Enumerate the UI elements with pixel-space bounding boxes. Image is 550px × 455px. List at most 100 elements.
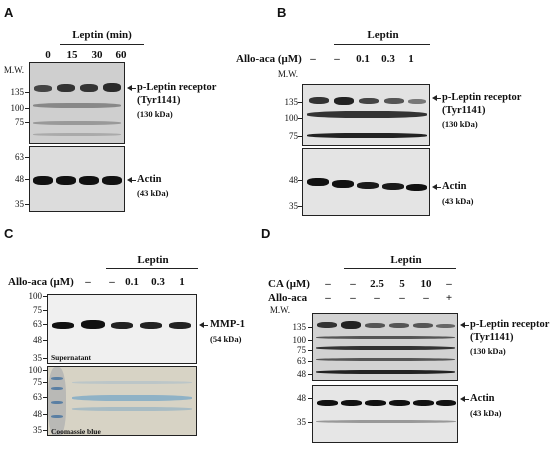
blot-band xyxy=(309,97,329,104)
panel-d-top-size: (130 kDa) xyxy=(470,346,506,356)
blot-band xyxy=(316,370,455,374)
panel-c-drug-value: 0.3 xyxy=(151,276,165,288)
blot-band xyxy=(365,400,386,406)
panel-b-drug-label: Allo-aca (μM) xyxy=(236,53,302,65)
marker-tick xyxy=(43,414,47,415)
marker-tick xyxy=(43,324,47,325)
arrow-line xyxy=(464,325,469,326)
panel-c-marker: 63 xyxy=(33,392,42,402)
panel-c-drug-value: – xyxy=(85,276,91,288)
blot-band xyxy=(79,176,99,185)
blot-band xyxy=(408,99,426,104)
panel-a-top-site: (Tyr1141) xyxy=(137,95,181,106)
blot-band xyxy=(140,322,162,329)
panel-b-top-size: (130 kDa) xyxy=(442,119,478,129)
marker-tick xyxy=(25,179,29,180)
arrow-line xyxy=(464,399,469,400)
marker-tick xyxy=(308,374,312,375)
panel-d-drug2-value: + xyxy=(445,292,453,304)
marker-tick xyxy=(25,157,29,158)
blot-band xyxy=(307,111,427,118)
arrow-icon xyxy=(127,177,132,183)
blot-band xyxy=(334,97,354,105)
panel-d-top-site: (Tyr1141) xyxy=(470,332,514,343)
arrow-line xyxy=(131,180,136,181)
blot-band xyxy=(382,183,404,190)
arrow-icon xyxy=(432,95,437,101)
blot-band xyxy=(341,321,361,329)
panel-c-marker: 100 xyxy=(28,291,43,301)
blot-band xyxy=(316,336,455,339)
blot-band xyxy=(413,400,434,406)
panel-b-bottom-blot xyxy=(302,148,430,216)
panel-b-marker: 75 xyxy=(289,131,298,141)
panel-b-treatment-underline xyxy=(334,44,430,45)
marker-tick xyxy=(298,206,302,207)
panel-c-top-inset: Supernatant xyxy=(51,353,92,362)
panel-d-drug1-value: – xyxy=(350,278,356,290)
marker-tick xyxy=(43,310,47,311)
panel-d-marker: 35 xyxy=(297,417,306,427)
arrow-line xyxy=(203,325,208,326)
panel-b-drug-value: 1 xyxy=(408,53,414,65)
blot-band xyxy=(72,407,192,411)
panel-a-marker: 63 xyxy=(15,152,24,162)
panel-c-drug-value: – xyxy=(109,276,115,288)
marker-tick xyxy=(298,136,302,137)
marker-tick xyxy=(43,358,47,359)
panel-b-drug-value: 0.3 xyxy=(381,53,395,65)
blot-band xyxy=(34,85,52,92)
panel-d-drug1-value: 2.5 xyxy=(370,278,384,290)
blot-band xyxy=(436,324,455,328)
panel-d-drug1-label: CA (μM) xyxy=(268,278,310,290)
panel-c-bottom-blot: Coomassie blue xyxy=(47,366,197,436)
arrow-icon xyxy=(460,322,465,328)
blot-band xyxy=(436,400,456,406)
blot-band xyxy=(316,420,456,423)
blot-band xyxy=(359,98,379,104)
panel-a-top-target: p-Leptin receptor xyxy=(137,82,217,93)
marker-tick xyxy=(298,102,302,103)
panel-b-bottom-size: (43 kDa) xyxy=(442,196,474,206)
panel-c-marker: 63 xyxy=(33,319,42,329)
blot-band xyxy=(81,320,105,329)
panel-b-treatment-label: Leptin xyxy=(367,29,399,41)
panel-a-bottom-target: Actin xyxy=(137,174,162,185)
panel-a-lane-label: 30 xyxy=(91,49,103,61)
panel-c-marker: 75 xyxy=(33,377,42,387)
panel-c-drug-label: Allo-aca (μM) xyxy=(8,276,74,288)
blot-band xyxy=(365,323,385,328)
panel-d-bottom-target: Actin xyxy=(470,393,495,404)
panel-a-bottom-blot xyxy=(29,146,125,212)
panel-c-bottom-inset: Coomassie blue xyxy=(51,427,101,436)
marker-tick xyxy=(43,340,47,341)
panel-c-marker: 48 xyxy=(33,409,42,419)
blot-band xyxy=(384,98,404,104)
panel-c-treatment-underline xyxy=(106,268,198,269)
marker-tick xyxy=(308,350,312,351)
blot-band xyxy=(357,182,379,189)
blot-band xyxy=(80,84,98,92)
marker-tick xyxy=(43,430,47,431)
marker-tick xyxy=(43,397,47,398)
panel-d-marker: 48 xyxy=(297,393,306,403)
panel-c-marker: 75 xyxy=(33,305,42,315)
marker-tick xyxy=(43,370,47,371)
panel-d-drug1-value: 5 xyxy=(399,278,405,290)
panel-b-drug-value: 0.1 xyxy=(356,53,370,65)
panel-b-drug-value: – xyxy=(334,53,340,65)
blot-band xyxy=(169,322,191,329)
marker-tick xyxy=(298,180,302,181)
panel-a-marker: 48 xyxy=(15,174,24,184)
panel-b-top-site: (Tyr1141) xyxy=(442,105,486,116)
panel-d-marker: 48 xyxy=(297,369,306,379)
panel-c-marker: 48 xyxy=(33,335,42,345)
blot-band xyxy=(317,400,338,406)
arrow-icon xyxy=(460,396,465,402)
blot-band xyxy=(52,322,74,329)
panel-d-top-target: p-Leptin receptor xyxy=(470,319,550,330)
marker-tick xyxy=(308,422,312,423)
panel-a-lane-label: 15 xyxy=(66,49,78,61)
panel-a-treatment-underline xyxy=(60,44,144,45)
marker-tick xyxy=(298,118,302,119)
